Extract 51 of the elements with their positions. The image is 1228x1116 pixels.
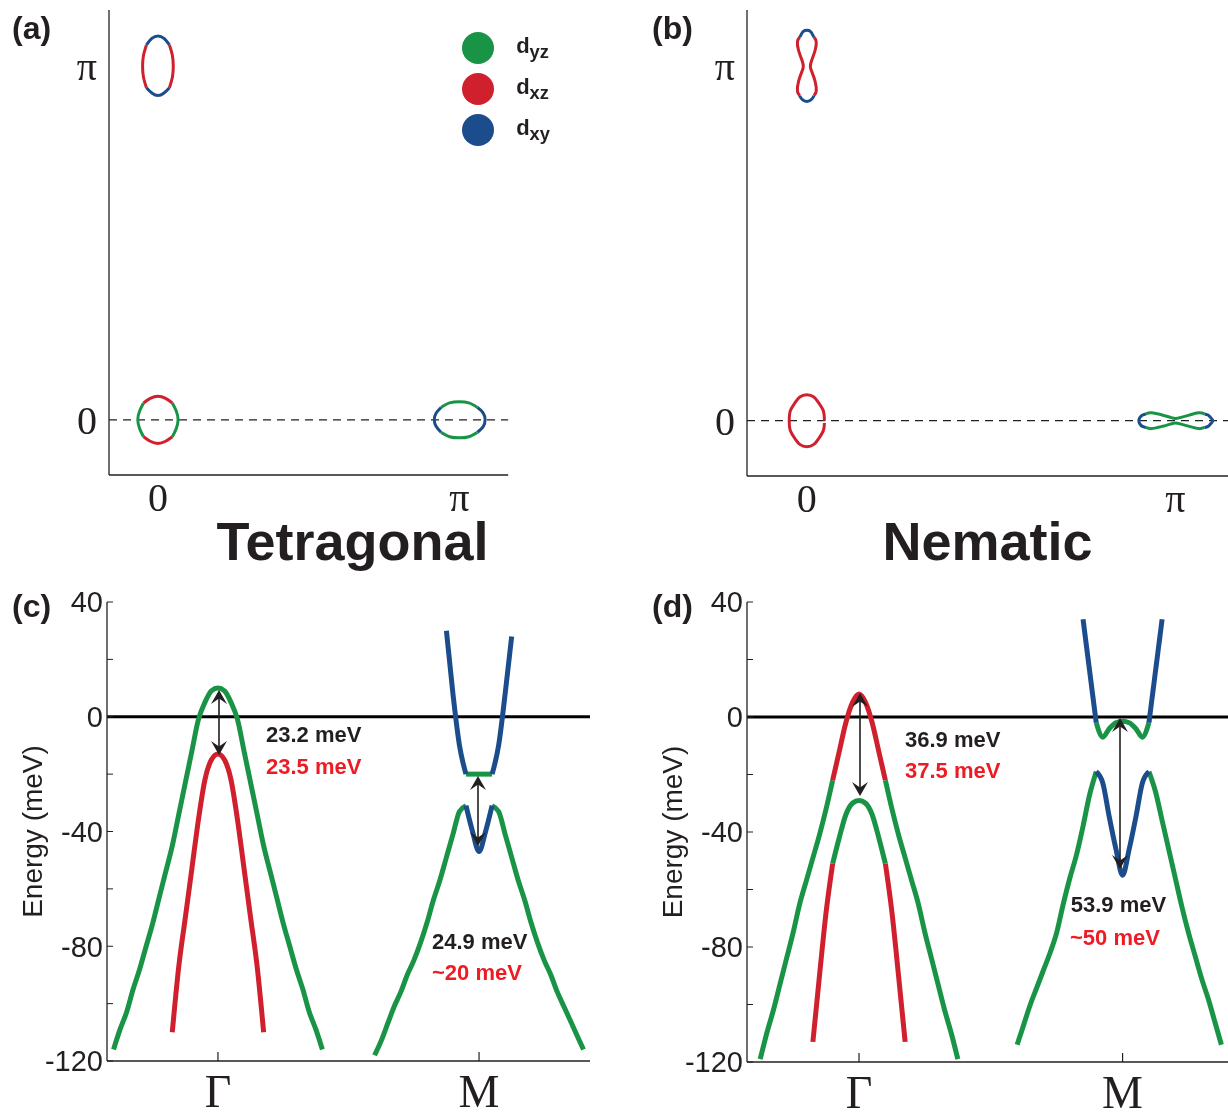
y-axis-title: Energy (meV): [656, 745, 688, 919]
chart-title: (d): [652, 588, 693, 624]
x-axis-title: Nematic: [882, 511, 1093, 571]
chart-title: (b): [652, 10, 693, 46]
y-tick-label: 40: [70, 586, 103, 619]
x-tick-label: 0: [796, 476, 817, 522]
line-series: [167, 43, 175, 90]
annotation: 23.5 meV: [266, 754, 362, 780]
y-tick-label: 0: [77, 398, 97, 444]
y-tick-label: 0: [726, 701, 743, 734]
x-tick-label: M: [1102, 1067, 1144, 1116]
line-series: [141, 43, 148, 90]
annotation: 37.5 meV: [905, 758, 1001, 784]
y-axis-title: Energy (meV): [16, 745, 48, 918]
y-tick-label: -40: [701, 816, 743, 849]
y-tick-label: -80: [61, 930, 103, 963]
line-series: [136, 401, 146, 439]
line-series: [787, 393, 826, 449]
annotation: 24.9 meV: [432, 929, 528, 955]
line-series: [170, 401, 180, 439]
x-tick-label: M: [458, 1066, 500, 1116]
x-tick-label: Γ: [845, 1067, 873, 1116]
annotation: ~50 meV: [1070, 925, 1160, 951]
line-series: [798, 28, 816, 39]
legend-label: d$_{yz}$: [516, 32, 549, 64]
y-tick-label: 0: [86, 701, 103, 734]
annotation: 53.9 meV: [1070, 892, 1167, 919]
y-tick-label: 40: [710, 586, 743, 619]
legend-label: d$_{xz}$: [516, 73, 549, 105]
annotation: 23.2 meV: [266, 722, 362, 748]
line-series: [795, 35, 805, 98]
y-tick-label: π: [76, 44, 97, 90]
line-series: [808, 35, 818, 98]
y-tick-label: -120: [44, 1045, 103, 1078]
line-series: [475, 405, 487, 434]
chart-title: (c): [12, 588, 52, 624]
y-tick-label: -80: [701, 931, 743, 964]
y-tick-label: -120: [684, 1046, 743, 1079]
chart-title: (a): [12, 10, 52, 46]
y-tick-label: π: [714, 44, 735, 90]
y-tick-label: 0: [715, 398, 735, 444]
x-tick-label: 0: [147, 475, 168, 521]
line-series: [1137, 412, 1148, 429]
annotation: 36.9 meV: [905, 727, 1001, 753]
x-tick-label: Γ: [204, 1066, 232, 1116]
line-series: [1203, 412, 1215, 429]
legend-label: d$_{xy}$: [516, 114, 550, 146]
annotation: ~20 meV: [432, 960, 522, 986]
x-tick-label: π: [1165, 476, 1186, 522]
y-tick-label: -40: [61, 815, 103, 848]
line-series: [432, 405, 443, 434]
